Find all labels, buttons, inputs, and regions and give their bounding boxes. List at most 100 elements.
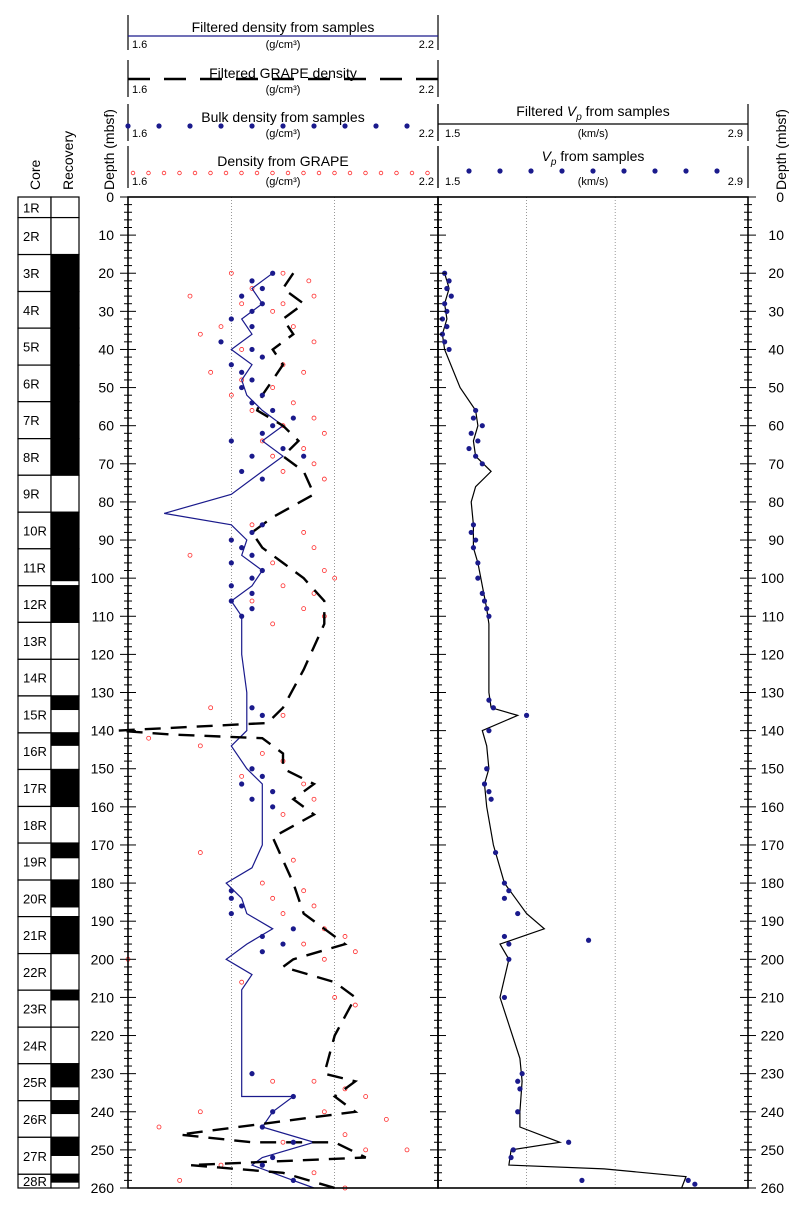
legend-bulk-density-title: Bulk density from samples — [201, 109, 364, 125]
vp-point — [468, 529, 474, 536]
grape-density-point — [259, 751, 265, 756]
recovery-box — [50, 216, 80, 256]
density-panel — [117, 270, 410, 1191]
legend-grape-density: Density from GRAPE 1.6 (g/cm³) 2.2 — [127, 146, 439, 188]
core-box — [17, 438, 52, 476]
grape-density-point — [280, 270, 286, 276]
bulk-density-point — [270, 270, 276, 276]
recovery-fill — [51, 880, 79, 908]
grape-density-point — [301, 446, 307, 451]
bulk-density-point — [259, 933, 265, 940]
bulk-density-point — [239, 468, 245, 475]
vp-point — [484, 606, 490, 612]
depth-tick-label-right: 160 — [761, 799, 785, 815]
grape-density-point — [228, 392, 234, 398]
depth-tick-label-right: 20 — [768, 265, 784, 281]
filtered-vp-line — [441, 273, 687, 1189]
legend-vp-min: 1.5 — [445, 176, 460, 188]
bulk-density-point — [259, 567, 265, 574]
grape-density-point — [321, 956, 327, 962]
legend-open-circle — [425, 170, 430, 176]
bulk-density-point — [249, 590, 255, 597]
core-box — [17, 327, 52, 366]
depth-tick-label-right: 110 — [762, 608, 785, 624]
depth-tick-label-right: 230 — [761, 1066, 785, 1082]
recovery-fill — [51, 1100, 79, 1115]
grape-density-point — [270, 895, 276, 901]
core-label: 22R — [23, 965, 47, 980]
grape-density-point — [187, 552, 193, 558]
bulk-density-point — [249, 308, 255, 314]
grape-density-point — [187, 293, 193, 299]
recovery-fill — [51, 843, 79, 859]
grape-density-point — [311, 339, 317, 345]
depth-tick-label-right: 80 — [768, 494, 784, 510]
vp-point — [585, 937, 592, 943]
bulk-density-point — [270, 1154, 276, 1161]
core-label: 16R — [23, 744, 47, 759]
recovery-box — [50, 805, 80, 844]
legend-filtered-density-title: Filtered density from samples — [192, 19, 375, 35]
depth-tick-label-left: 30 — [98, 303, 114, 319]
core-label: 11R — [23, 560, 46, 575]
vp-point — [685, 1177, 691, 1183]
vp-point — [486, 789, 492, 795]
legend-open-circle — [363, 170, 368, 176]
vp-point — [501, 994, 508, 1001]
vp-point — [486, 728, 492, 734]
grape-density-point — [301, 781, 307, 787]
legend-open-circle — [409, 170, 415, 176]
grape-density-point — [270, 621, 276, 627]
recovery-fill — [51, 585, 79, 623]
depth-tick-label-right: 140 — [761, 723, 785, 739]
vp-point — [501, 895, 508, 901]
grape-density-point — [321, 568, 327, 573]
bulk-density-point — [259, 1162, 265, 1168]
legend-dot — [528, 168, 534, 174]
legend-dot — [218, 123, 224, 129]
depth-tick-label-right: 70 — [768, 456, 784, 472]
bulk-density-point — [228, 362, 234, 368]
grape-density-point — [352, 1002, 358, 1008]
depth-tick-label-left: 210 — [91, 989, 115, 1005]
depth-tick-label-left: 140 — [91, 723, 115, 739]
legend-dot — [280, 123, 286, 129]
core-label: 9R — [23, 487, 40, 502]
vp-point — [566, 1139, 572, 1145]
legend-dot — [373, 123, 379, 129]
density-frame — [127, 196, 439, 1189]
bulk-density-point — [270, 804, 276, 810]
depth-tick-label-right: 50 — [768, 380, 784, 396]
bulk-density-point — [249, 766, 255, 772]
legend-open-circle — [332, 170, 337, 176]
legend-bulk-density-dots — [125, 123, 410, 129]
grape-density-point — [249, 522, 255, 528]
vp-point — [468, 430, 474, 436]
recovery-box — [50, 952, 80, 991]
grid-layer — [231, 197, 616, 1188]
recovery-fill — [51, 916, 79, 954]
bulk-density-point — [249, 705, 255, 711]
grape-density-point — [301, 941, 307, 947]
vp-point — [515, 1109, 521, 1115]
bulk-density-point — [280, 445, 286, 452]
core-box — [17, 585, 52, 623]
core-label: 4R — [23, 303, 40, 318]
depth-tick-label-right: 120 — [761, 646, 785, 662]
vp-point — [444, 308, 450, 314]
recovery-box — [50, 1026, 80, 1065]
depth-tick-label-left: 0 — [106, 189, 114, 205]
core-label: 10R — [23, 524, 47, 539]
legend-dot — [156, 123, 162, 129]
legend-filtered-grape-title: Filtered GRAPE density — [209, 65, 357, 81]
grape-density-point — [239, 377, 245, 383]
recovery-header: Recovery — [60, 131, 76, 190]
depth-tick-label-left: 150 — [91, 761, 115, 777]
bulk-density-point — [259, 354, 265, 360]
recovery-fill — [51, 1174, 79, 1183]
depth-tick-label-right: 170 — [761, 837, 785, 853]
depth-tick-label-right: 240 — [761, 1104, 785, 1120]
vp-point — [486, 613, 492, 619]
core-label: 18R — [23, 818, 47, 833]
depth-tick-label-right: 180 — [761, 875, 785, 891]
